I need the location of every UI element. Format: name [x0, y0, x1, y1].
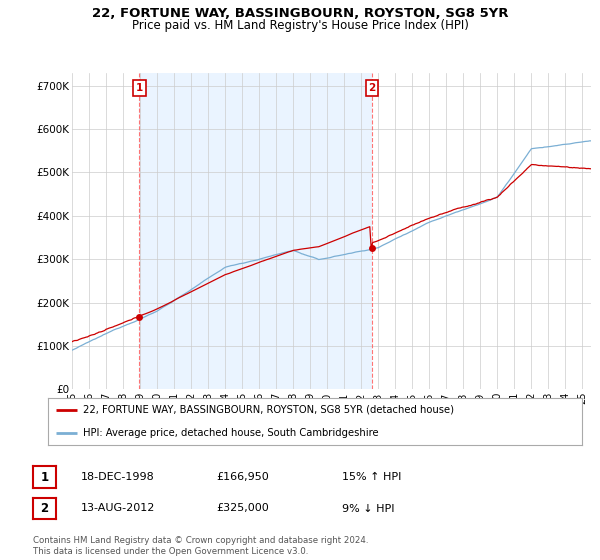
Bar: [139, 73, 372, 389]
Text: £166,950: £166,950: [216, 472, 269, 482]
Text: 18-DEC-1998: 18-DEC-1998: [81, 472, 155, 482]
Text: HPI: Average price, detached house, South Cambridgeshire: HPI: Average price, detached house, Sout…: [83, 428, 379, 438]
Text: 2: 2: [368, 83, 376, 93]
Text: 2: 2: [40, 502, 49, 515]
Text: 22, FORTUNE WAY, BASSINGBOURN, ROYSTON, SG8 5YR (detached house): 22, FORTUNE WAY, BASSINGBOURN, ROYSTON, …: [83, 405, 454, 415]
Text: Price paid vs. HM Land Registry's House Price Index (HPI): Price paid vs. HM Land Registry's House …: [131, 19, 469, 32]
Text: Contains HM Land Registry data © Crown copyright and database right 2024.
This d: Contains HM Land Registry data © Crown c…: [33, 536, 368, 556]
Text: 1: 1: [40, 470, 49, 484]
Text: 9% ↓ HPI: 9% ↓ HPI: [342, 503, 395, 514]
Text: 1: 1: [136, 83, 143, 93]
Text: 15% ↑ HPI: 15% ↑ HPI: [342, 472, 401, 482]
Text: £325,000: £325,000: [216, 503, 269, 514]
Text: 13-AUG-2012: 13-AUG-2012: [81, 503, 155, 514]
Text: 22, FORTUNE WAY, BASSINGBOURN, ROYSTON, SG8 5YR: 22, FORTUNE WAY, BASSINGBOURN, ROYSTON, …: [92, 7, 508, 20]
